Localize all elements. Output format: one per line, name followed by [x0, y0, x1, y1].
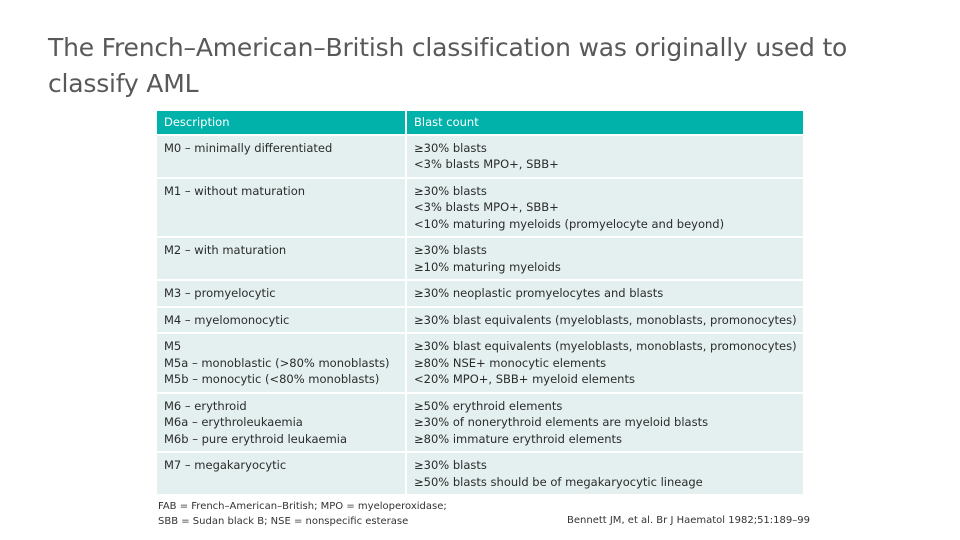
- description-cell: M7 – megakaryocytic: [157, 452, 406, 496]
- footnote-line: SBB = Sudan black B; NSE = nonspecific e…: [158, 516, 409, 527]
- blast-count-line: ≥30% of nonerythroid elements are myeloi…: [414, 415, 709, 429]
- blast-count-line: ≥30% blasts: [414, 458, 487, 472]
- blast-count-line: ≥80% NSE+ monocytic elements: [414, 355, 607, 370]
- table-row: M6 – erythroid M6a – erythroleukaemia M6b …: [157, 392, 803, 453]
- blast-count-line: ≥80% immature erythroid elements: [414, 431, 622, 446]
- description-line: M3 – promyelocytic: [164, 286, 276, 300]
- table-row: M5 M5a – monoblastic (>80% monoblasts) M5b…: [157, 333, 803, 394]
- table-row: M7 – megakaryocytic ≥30% blasts ≥50% blast…: [157, 452, 803, 496]
- description-line: M6a – erythroleukaemia: [164, 415, 303, 429]
- blast-count-line: <10% maturing myeloids (promyelocyte and…: [414, 216, 725, 231]
- description-cell: M3 – promyelocytic: [157, 280, 406, 308]
- blast-count-line: ≥30% blast equivalents (myeloblasts, mon…: [414, 312, 797, 327]
- blast-count-cell: ≥30% blasts ≥10% maturing myeloids: [405, 237, 803, 281]
- reference-citation: Bennett JM, et al. Br J Haematol 1982;51…: [567, 515, 810, 526]
- description-cell: M0 – minimally differentiated: [157, 134, 406, 179]
- header-description: Description: [157, 111, 406, 136]
- blast-count-cell: ≥30% blasts <3% blasts MPO+, SBB+ <10% mat…: [405, 177, 803, 238]
- blast-count-cell: ≥30% blast equivalents (myeloblasts, mon…: [405, 306, 803, 334]
- blast-count-line: ≥50% erythroid elements: [414, 398, 563, 413]
- table-row: M0 – minimally differentiated ≥30% blasts…: [157, 134, 803, 179]
- description-line: M6 – erythroid: [164, 398, 247, 413]
- blast-count-line: ≥30% neoplastic promyelocytes and blasts: [414, 286, 664, 300]
- description-line: M4 – myelomonocytic: [164, 312, 290, 327]
- description-line: M7 – megakaryocytic: [164, 458, 287, 472]
- description-line: M0 – minimally differentiated: [164, 140, 333, 155]
- blast-count-line: ≥10% maturing myeloids: [414, 259, 561, 274]
- description-line: M6b – pure erythroid leukaemia: [164, 431, 348, 446]
- description-line: M2 – with maturation: [164, 243, 287, 257]
- blast-count-line: ≥30% blasts: [414, 140, 487, 155]
- blast-count-line: ≥50% blasts should be of megakaryocytic …: [414, 474, 703, 489]
- blast-count-cell: ≥30% blasts ≥50% blasts should be of mega…: [405, 452, 803, 496]
- description-cell: M5 M5a – monoblastic (>80% monoblasts) M5b…: [157, 333, 406, 394]
- blast-count-line: <20% MPO+, SBB+ myeloid elements: [414, 372, 635, 386]
- description-cell: M2 – with maturation: [157, 237, 406, 281]
- table-row: M4 – myelomonocytic ≥30% blast equivalent…: [157, 306, 803, 334]
- description-cell: M6 – erythroid M6a – erythroleukaemia M6b …: [157, 392, 406, 453]
- description-line: M5: [164, 339, 182, 353]
- fab-classification-table: Description Blast count M0 – minimally d…: [157, 111, 803, 496]
- description-cell: M4 – myelomonocytic: [157, 306, 406, 334]
- description-cell: M1 – without maturation: [157, 177, 406, 238]
- blast-count-line: ≥30% blasts: [414, 243, 487, 257]
- blast-count-cell: ≥30% blasts <3% blasts MPO+, SBB+: [405, 134, 803, 179]
- blast-count-line: <3% blasts MPO+, SBB+: [414, 157, 559, 171]
- blast-count-line: <3% blasts MPO+, SBB+: [414, 200, 559, 214]
- blast-count-line: ≥30% blasts: [414, 183, 487, 198]
- slide-title: The French–American–British classificati…: [48, 33, 848, 98]
- abbreviations-footnote: FAB = French–American–British; MPO = mye…: [158, 499, 447, 529]
- table-row: M3 – promyelocytic ≥30% neoplastic promye…: [157, 280, 803, 308]
- description-line: M1 – without maturation: [164, 183, 306, 198]
- blast-count-cell: ≥50% erythroid elements ≥30% of nonerythr…: [405, 392, 803, 453]
- footnote-line: FAB = French–American–British; MPO = mye…: [158, 501, 447, 512]
- blast-count-cell: ≥30% neoplastic promyelocytes and blasts: [405, 280, 803, 308]
- table-row: M1 – without maturation ≥30% blasts <3% bl…: [157, 177, 803, 238]
- blast-count-line: ≥30% blast equivalents (myeloblasts, mon…: [414, 339, 797, 353]
- table-header-row: Description Blast count: [157, 111, 803, 136]
- table-row: M2 – with maturation ≥30% blasts ≥10% matu…: [157, 237, 803, 281]
- header-blast-count: Blast count: [405, 111, 803, 136]
- description-line: M5a – monoblastic (>80% monoblasts): [164, 355, 390, 370]
- description-line: M5b – monocytic (<80% monoblasts): [164, 372, 380, 386]
- blast-count-cell: ≥30% blast equivalents (myeloblasts, mon…: [405, 333, 803, 394]
